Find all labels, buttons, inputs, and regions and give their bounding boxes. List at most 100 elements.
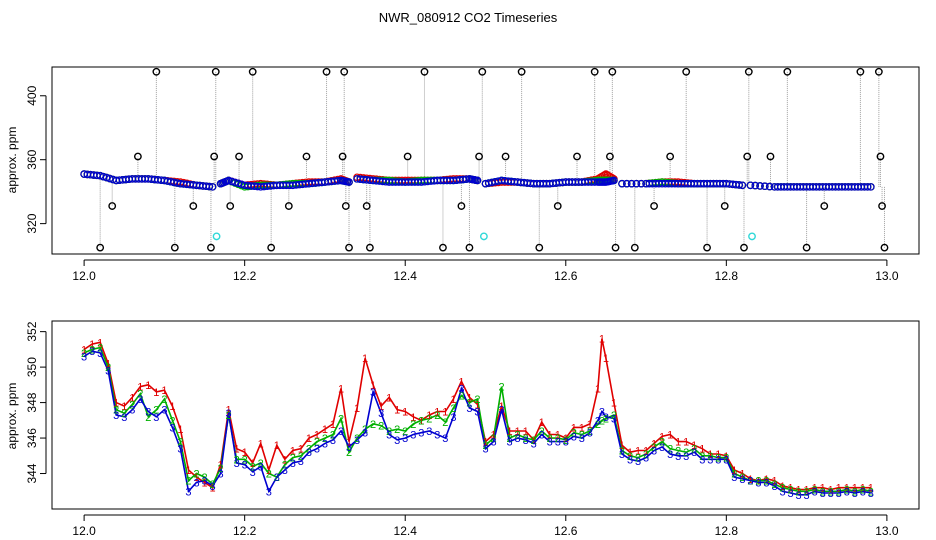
bottom-point-series-1: 1 (619, 440, 625, 452)
top-flag-point (783, 67, 792, 76)
figure-title: NWR_080912 CO2 Timeseries (379, 10, 558, 25)
top-flag-point (606, 152, 614, 161)
bottom-point-series-2: 2 (201, 472, 207, 484)
top-flag-point (874, 67, 883, 76)
bottom-point-series-3: 3 (587, 428, 593, 440)
bottom-point-series-3: 3 (675, 451, 681, 463)
top-flag-point (682, 67, 691, 76)
top-point-series-3 (735, 181, 743, 189)
top-point-series-3 (738, 181, 747, 190)
bottom-point-series-2: 2 (787, 484, 793, 496)
bottom-point-series-2: 2 (97, 343, 103, 355)
bottom-point-series-3: 3 (771, 481, 777, 493)
bottom-point-series-1: 1 (771, 476, 777, 488)
bottom-point-series-2: 2 (370, 419, 376, 431)
bottom-point-series-2: 2 (105, 362, 111, 374)
bottom-point-series-2: 2 (306, 444, 312, 456)
bottom-point-series-1: 1 (250, 458, 256, 470)
bottom-point-series-2: 2 (555, 433, 561, 445)
bottom-point-series-3: 3 (507, 437, 513, 449)
bottom-point-series-3: 3 (643, 453, 649, 465)
bottom-point-series-2: 2 (796, 486, 802, 498)
bottom-point-series-2: 2 (418, 415, 424, 427)
bottom-point-series-1: 1 (603, 353, 609, 365)
top-flag-point (152, 67, 161, 76)
bottom-point-series-2: 2 (683, 447, 689, 459)
bottom-point-series-3: 3 (226, 408, 232, 420)
bottom-point-series-3: 3 (113, 410, 119, 422)
top-flag-point (207, 243, 215, 252)
top-flag-point (590, 67, 599, 76)
bottom-point-series-3: 3 (571, 431, 577, 443)
bottom-point-series-2: 2 (434, 410, 440, 422)
bottom-point-series-1: 1 (579, 422, 585, 434)
top-flag-point (876, 152, 885, 161)
bottom-point-series-1: 1 (611, 398, 617, 410)
bottom-point-series-3: 3 (169, 422, 175, 434)
bottom-point-series-3: 3 (274, 472, 280, 484)
bottom-point-series-1: 1 (507, 426, 513, 438)
top-y-axis-label: approx. ppm (5, 127, 19, 194)
top-flag-point (880, 243, 889, 252)
bottom-point-series-2: 2 (763, 476, 769, 488)
bottom-point-series-3: 3 (779, 486, 785, 498)
top-flag-point (553, 202, 562, 210)
top-flag-point (341, 202, 350, 210)
bottom-point-series-1: 1 (659, 431, 665, 443)
bottom-point-series-3: 3 (218, 469, 224, 481)
bottom-point-series-3: 3 (804, 490, 810, 502)
bottom-point-series-1: 1 (266, 465, 272, 477)
bottom-point-series-1: 1 (667, 430, 673, 442)
bottom-point-series-2: 2 (643, 449, 649, 461)
bottom-point-series-2: 2 (426, 414, 432, 426)
bottom-point-series-1: 1 (531, 435, 537, 447)
bottom-point-series-2: 2 (804, 486, 810, 498)
bottom-point-series-3: 3 (852, 488, 858, 500)
bottom-point-series-2: 2 (836, 486, 842, 498)
bottom-point-series-1: 1 (137, 382, 143, 394)
bottom-point-series-1: 1 (226, 405, 232, 417)
bottom-point-series-2: 2 (282, 460, 288, 472)
bottom-point-series-3: 3 (322, 438, 328, 450)
top-point-series-3 (345, 178, 353, 186)
bottom-point-series-3: 3 (595, 415, 601, 427)
bottom-point-series-2: 2 (169, 415, 175, 427)
bottom-point-series-1: 1 (177, 424, 183, 436)
bottom-point-series-2: 2 (322, 433, 328, 445)
bottom-point-series-2: 2 (515, 430, 521, 442)
top-flag-point (766, 152, 775, 161)
bottom-point-series-1: 1 (418, 415, 424, 427)
top-x-tick-label: 12.8 (715, 269, 739, 283)
top-flag-point (248, 67, 257, 76)
bottom-point-series-3: 3 (498, 405, 504, 417)
top-flag-point (322, 67, 331, 76)
bottom-point-series-3: 3 (763, 477, 769, 489)
bottom-point-series-2: 2 (234, 454, 240, 466)
top-point-series-3 (622, 179, 631, 188)
bottom-point-series-1: 1 (627, 447, 633, 459)
bottom-point-series-1: 1 (410, 412, 416, 424)
bottom-point-series-1: 1 (707, 449, 713, 461)
bottom-point-series-1: 1 (539, 417, 545, 429)
bottom-point-series-3: 3 (555, 437, 561, 449)
bottom-point-series-3: 3 (707, 454, 713, 466)
top-flag-point (189, 202, 198, 210)
bottom-point-series-2: 2 (595, 419, 601, 431)
bottom-point-series-1: 1 (836, 483, 842, 495)
top-flag-point (478, 67, 487, 76)
bottom-point-series-2: 2 (226, 410, 232, 422)
top-point-series-3 (756, 182, 764, 190)
bottom-point-series-2: 2 (828, 486, 834, 498)
top-plot-frame (51, 66, 920, 255)
bottom-point-series-1: 1 (779, 481, 785, 493)
bottom-point-series-3: 3 (611, 414, 617, 426)
bottom-point-series-2: 2 (723, 453, 729, 465)
top-flag-point (501, 152, 510, 161)
bottom-point-series-1: 1 (699, 444, 705, 456)
bottom-point-series-1: 1 (787, 483, 793, 495)
bottom-point-series-2: 2 (812, 484, 818, 496)
bottom-y-tick-label: 348 (25, 392, 39, 412)
bottom-point-series-1: 1 (547, 430, 553, 442)
bottom-point-series-1: 1 (812, 483, 818, 495)
